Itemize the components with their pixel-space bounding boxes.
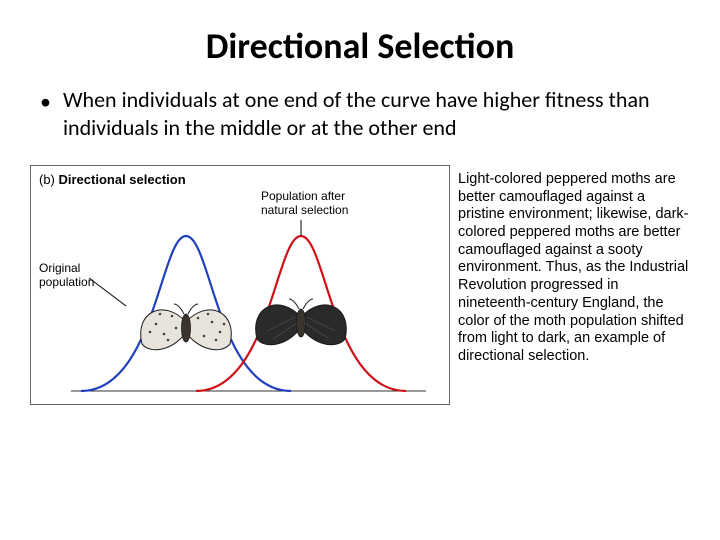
slide-container: Directional Selection • When individuals… (0, 0, 720, 540)
bullet-item: • When individuals at one end of the cur… (40, 86, 690, 141)
slide-title: Directional Selection (30, 24, 690, 68)
chart-svg (31, 166, 451, 406)
bullet-marker: • (40, 88, 51, 116)
moth-dark-icon (256, 299, 347, 345)
side-caption: Light-colored peppered moths are better … (458, 165, 690, 366)
bullet-text: When individuals at one end of the curve… (63, 86, 690, 141)
chart-panel: (b) Directional selection Population aft… (30, 165, 450, 405)
moth-light-icon (141, 304, 232, 350)
figure-area: (b) Directional selection Population aft… (30, 165, 690, 405)
leader-line-original (89, 278, 126, 306)
